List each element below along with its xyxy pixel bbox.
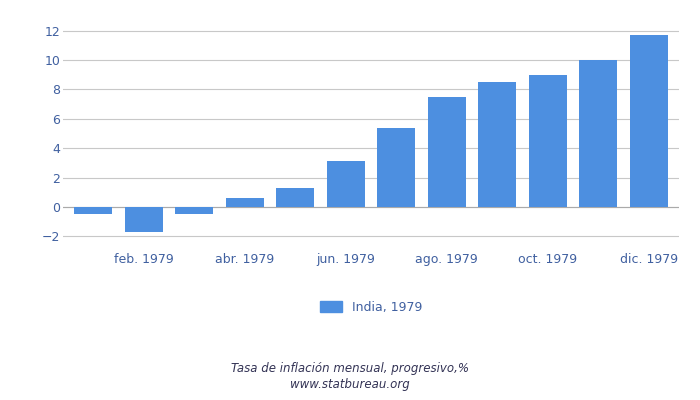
Bar — [276, 188, 314, 207]
Bar — [327, 161, 365, 207]
Bar — [428, 97, 466, 207]
Text: Tasa de inflación mensual, progresivo,%: Tasa de inflación mensual, progresivo,% — [231, 362, 469, 375]
Bar — [580, 60, 617, 207]
Text: www.statbureau.org: www.statbureau.org — [290, 378, 410, 391]
Bar — [74, 207, 112, 214]
Bar — [528, 75, 567, 207]
Bar — [630, 35, 668, 207]
Bar — [125, 207, 162, 232]
Legend: India, 1979: India, 1979 — [314, 296, 428, 319]
Bar — [478, 82, 516, 207]
Bar — [226, 198, 264, 207]
Bar — [377, 128, 415, 207]
Bar — [175, 207, 214, 214]
